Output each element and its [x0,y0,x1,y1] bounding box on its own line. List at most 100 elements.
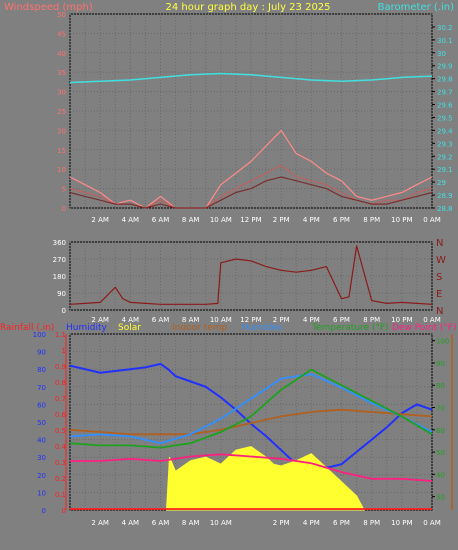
direction-tick-label: 180 [53,273,66,281]
temp-tick-label: 60 [436,427,445,435]
temp-x-tick-label: 10 AM [210,519,232,527]
series-line-humidity [69,362,433,469]
temp-tick-label: 70 [436,405,445,413]
rain-tick-label: 0.7 [55,395,66,403]
left-tick-label: 50 [57,11,66,19]
direction-x-tick-label: 4 PM [303,316,320,324]
right-tick-label: 29 [437,179,446,187]
right-tick-label: 30.1 [437,37,453,45]
compass-label: W [436,255,446,266]
direction-x-tick-label: 10 PM [391,316,412,324]
legend-humidex: Humidex [242,323,283,333]
temp-tick-label: 90 [436,360,445,368]
left-tick-label: 5 [62,186,66,194]
right-tick-label: 29.3 [437,140,453,148]
direction-tick-label: 90 [57,290,66,298]
compass-label: N [436,306,443,317]
direction-tick-label: 270 [53,256,66,264]
right-tick-label: 30 [437,50,446,58]
temp-tick-label: 50 [436,449,445,457]
left-tick-label: 40 [57,50,66,58]
right-tick-label: 29.7 [437,89,453,97]
direction-x-tick-label: 12 PM [240,316,261,324]
temp-ticks: 0 10 20 30 40 50 60 70 80 90 100 0 0.1 0.2 0.3 0.4 0.5 0.… [33,331,453,527]
temperature-humidity-panel: 0 10 20 30 40 50 60 70 80 90 100 0 0.1 0.2 0.3 0.4 0.5 0.… [0,323,457,527]
legend-temperature-f: Temperature (°F) [311,323,389,333]
x-tick-label: 8 PM [363,216,380,224]
right-tick-label: 29.6 [437,102,453,110]
direction-x-tick-label: 10 AM [210,316,232,324]
left-tick-label: 35 [57,69,66,77]
left-tick-label: 25 [57,108,66,116]
right-tick-label: 29.1 [437,166,453,174]
direction-x-tick-label: 8 AM [182,316,200,324]
right-tick-label: 28.9 [437,192,453,200]
rain-tick-label: 1.1 [55,331,66,339]
humidity-tick-label: 50 [37,419,46,427]
temp-x-tick-label: 6 PM [333,519,350,527]
right-axis-label: Barometer (.in) [378,2,454,13]
temp-x-tick-label: 2 AM [91,519,109,527]
rain-tick-label: 1 [62,347,66,355]
temp-x-tick-label: 6 AM [152,519,170,527]
rain-tick-label: 0 [62,507,66,515]
wind-barometer-panel: 0 5 10 15 20 25 30 35 40 45 50 28.8 28.9 29 29.1 29.2 29… [4,2,454,224]
left-tick-label: 10 [57,166,66,174]
legend-humidity: Humidity [66,323,107,333]
direction-x-tick-label: 6 AM [152,316,170,324]
left-tick-label: 45 [57,30,66,38]
series-line-temperature-f [69,368,433,449]
direction-tick-label: 0 [62,307,66,315]
left-axis-label: Windspeed (mph) [4,2,93,13]
direction-x-tick-label: 8 PM [363,316,380,324]
rain-tick-label: 0.5 [55,427,66,435]
x-tick-label: 2 PM [273,216,290,224]
direction-tick-label: 360 [53,239,66,247]
humidity-tick-label: 80 [37,366,46,374]
direction-x-tick-label: 6 PM [333,316,350,324]
series-line-gust [69,129,433,209]
direction-x-tick-label: 2 AM [91,316,109,324]
temp-tick-label: 40 [436,471,445,479]
compass-label: S [436,272,442,283]
right-tick-label: 28.8 [437,205,453,213]
x-tick-label: 2 AM [91,216,109,224]
legend-solar: Solar [118,323,141,333]
direction-x-tick-label: 0 AM [423,316,441,324]
series-line-dew-point-f [70,453,433,482]
series-line-wind-direction [69,245,433,305]
right-tick-label: 29.2 [437,153,453,161]
left-tick-label: 20 [57,127,66,135]
x-tick-label: 4 AM [122,216,140,224]
left-tick-label: 0 [62,205,66,213]
right-tick-label: 29.8 [437,76,453,84]
x-tick-label: 0 AM [423,216,441,224]
x-tick-label: 6 PM [333,216,350,224]
right-tick-label: 30.2 [437,24,453,32]
temp-x-tick-label: 0 AM [423,519,441,527]
temp-x-tick-label: 8 AM [182,519,200,527]
temp-x-tick-label: 2 PM [273,519,290,527]
humidity-tick-label: 0 [42,507,46,515]
x-tick-label: 4 PM [303,216,320,224]
humidity-tick-label: 90 [37,349,46,357]
temp-x-tick-label: 4 AM [122,519,140,527]
rain-tick-label: 0.6 [55,411,67,419]
series-area-solar [165,446,365,511]
temp-x-tick-label: 8 PM [363,519,380,527]
rain-tick-label: 0.8 [55,379,66,387]
legend-indoor-temp: Indoor temp [172,323,227,333]
x-tick-label: 6 AM [152,216,170,224]
direction-series [69,245,433,305]
temp-tick-label: 80 [436,382,445,390]
humidity-tick-label: 20 [37,472,46,480]
direction-x-tick-label: 4 AM [122,316,140,324]
humidity-tick-label: 10 [37,489,46,497]
rain-tick-label: 0.2 [55,475,66,483]
humidity-tick-label: 60 [37,401,46,409]
chart-title: 24 hour graph day : July 23 2025 [165,2,330,13]
series-line-average [69,176,433,209]
